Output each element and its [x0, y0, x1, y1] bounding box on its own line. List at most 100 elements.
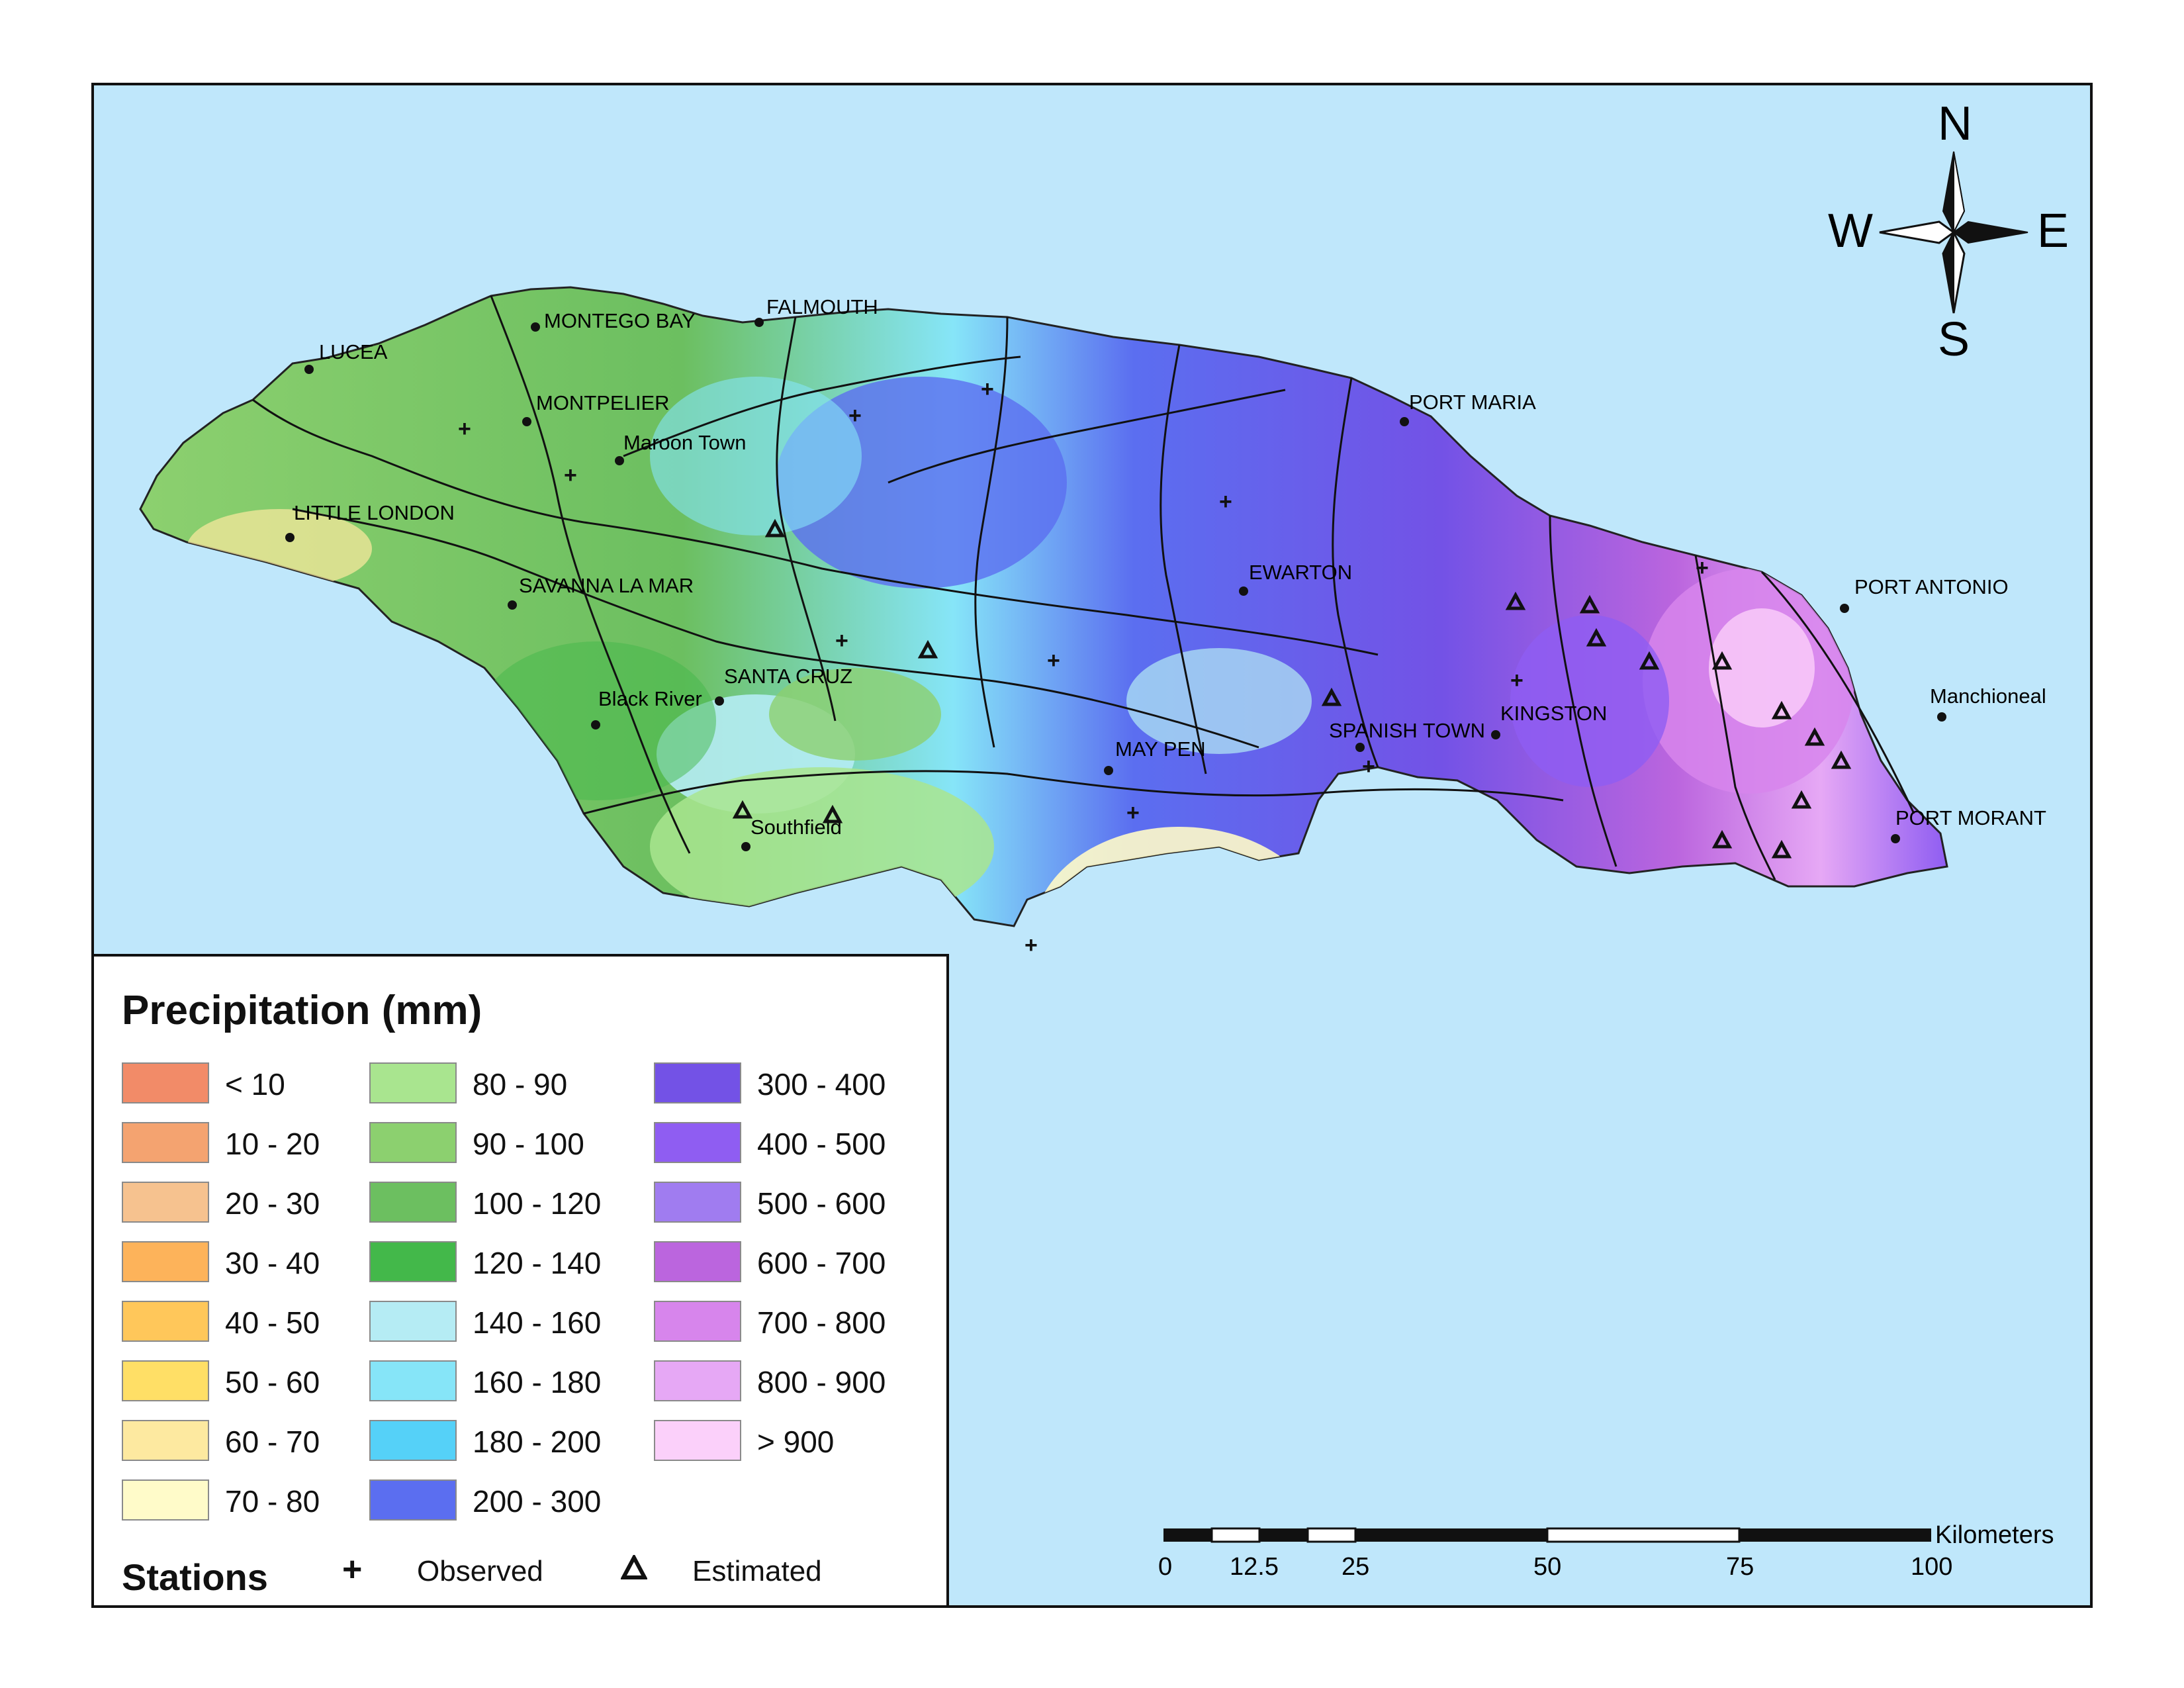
compass-rose: N S E W — [1828, 97, 2069, 366]
scale-tick-12-5: 12.5 — [1230, 1553, 1279, 1581]
legend-swatch — [369, 1420, 457, 1461]
compass-south: S — [1938, 313, 1970, 366]
legend-label: 90 - 100 — [473, 1127, 584, 1161]
legend-label: 200 - 300 — [473, 1484, 602, 1519]
place-labels: LUCEA MONTEGO BAY FALMOUTH MONTPELIER Ma… — [285, 295, 2046, 851]
estimated-label: Estimated — [692, 1555, 822, 1587]
svg-text:+: + — [1696, 555, 1709, 581]
label-black-river: Black River — [598, 687, 702, 710]
legend-label: 400 - 500 — [757, 1127, 886, 1161]
label-port-antonio: PORT ANTONIO — [1854, 575, 2009, 598]
label-maroon-town: Maroon Town — [623, 431, 747, 454]
label-port-maria: PORT MARIA — [1409, 391, 1536, 414]
legend-swatch — [122, 1062, 209, 1103]
scale-unit: Kilometers — [1935, 1521, 2054, 1549]
legend-label: 160 - 180 — [473, 1365, 602, 1399]
label-may-pen: MAY PEN — [1115, 737, 1206, 761]
legend-swatch — [122, 1122, 209, 1163]
legend: Precipitation (mm) < 10 10 - 20 20 - 30 … — [91, 954, 949, 1608]
legend-swatch — [369, 1062, 457, 1103]
legend-swatch — [122, 1182, 209, 1223]
legend-label: 80 - 90 — [473, 1067, 568, 1102]
legend-label: 30 - 40 — [225, 1246, 320, 1280]
legend-title: Precipitation (mm) — [122, 988, 482, 1033]
scale-tick-0: 0 — [1158, 1553, 1172, 1581]
legend-swatch — [122, 1420, 209, 1461]
legend-label: 600 - 700 — [757, 1246, 886, 1280]
observed-stations: + + + + + + + + + + + + — [458, 377, 1709, 958]
legend-swatch — [654, 1360, 741, 1401]
map-frame: LUCEA MONTEGO BAY FALMOUTH MONTPELIER Ma… — [91, 83, 2093, 1608]
svg-text:+: + — [981, 377, 994, 402]
compass-north: N — [1938, 97, 1972, 150]
scale-tick-100: 100 — [1911, 1553, 1952, 1581]
stations-title: Stations — [122, 1556, 268, 1598]
label-ewarton: EWARTON — [1249, 561, 1352, 584]
observed-station-icon: + — [342, 1550, 363, 1589]
legend-swatch — [369, 1301, 457, 1342]
jamaica-island — [139, 286, 1948, 927]
svg-text:+: + — [1219, 489, 1232, 514]
legend-swatch — [369, 1360, 457, 1401]
observed-label: Observed — [417, 1555, 543, 1587]
estimated-stations — [732, 518, 1852, 859]
legend-label: 100 - 120 — [473, 1186, 602, 1221]
svg-text:+: + — [564, 463, 577, 488]
legend-swatch — [654, 1182, 741, 1223]
svg-text:+: + — [848, 403, 862, 428]
legend-label: 40 - 50 — [225, 1305, 320, 1340]
road-network — [252, 295, 1915, 880]
legend-swatch — [122, 1479, 209, 1521]
label-kingston: KINGSTON — [1500, 702, 1607, 725]
compass-west: W — [1828, 205, 1873, 258]
map-canvas: LUCEA MONTEGO BAY FALMOUTH MONTPELIER Ma… — [139, 97, 2069, 1581]
legend-label: > 900 — [757, 1425, 835, 1459]
legend-swatch — [654, 1122, 741, 1163]
label-spanish-town: SPANISH TOWN — [1329, 719, 1485, 742]
legend-label: 120 - 140 — [473, 1246, 602, 1280]
legend-swatch — [122, 1301, 209, 1342]
scale-tick-75: 75 — [1726, 1553, 1754, 1581]
legend-label: 50 - 60 — [225, 1365, 320, 1399]
scale-tick-50: 50 — [1533, 1553, 1561, 1581]
svg-text:+: + — [1126, 800, 1140, 825]
scale-tick-25: 25 — [1342, 1553, 1369, 1581]
scale-bar: 0 12.5 25 50 75 100 Kilometers — [1158, 1521, 2054, 1581]
legend-swatch — [654, 1420, 741, 1461]
legend-label: 500 - 600 — [757, 1186, 886, 1221]
legend-label: 70 - 80 — [225, 1484, 320, 1519]
legend-label: 60 - 70 — [225, 1425, 320, 1459]
legend-swatch — [369, 1122, 457, 1163]
legend-label: 180 - 200 — [473, 1425, 602, 1459]
legend-label: 700 - 800 — [757, 1305, 886, 1340]
label-little-london: LITTLE LONDON — [294, 501, 455, 524]
label-port-morant: PORT MORANT — [1895, 806, 2046, 829]
legend-swatch — [654, 1062, 741, 1103]
legend-swatch — [654, 1301, 741, 1342]
label-manchioneal: Manchioneal — [1930, 684, 2046, 708]
label-montego-bay: MONTEGO BAY — [544, 309, 696, 332]
svg-text:+: + — [1024, 933, 1038, 958]
legend-label: < 10 — [225, 1067, 285, 1102]
legend-label: 20 - 30 — [225, 1186, 320, 1221]
estimated-station-icon — [621, 1555, 647, 1579]
label-savanna-la-mar: SAVANNA LA MAR — [519, 574, 694, 597]
legend-label: 10 - 20 — [225, 1127, 320, 1161]
label-falmouth: FALMOUTH — [766, 295, 878, 318]
svg-text:+: + — [835, 628, 848, 653]
legend-label: 140 - 160 — [473, 1305, 602, 1340]
svg-text:+: + — [458, 416, 471, 442]
svg-text:+: + — [1047, 648, 1060, 673]
label-lucea: LUCEA — [319, 340, 388, 363]
legend-swatch — [369, 1182, 457, 1223]
compass-east: E — [2037, 205, 2069, 258]
legend-swatch — [369, 1241, 457, 1282]
legend-swatch — [369, 1479, 457, 1521]
legend-swatch — [122, 1360, 209, 1401]
label-montpelier: MONTPELIER — [536, 391, 670, 414]
legend-label: 800 - 900 — [757, 1365, 886, 1399]
svg-text:+: + — [1510, 668, 1524, 693]
label-santa-cruz: SANTA CRUZ — [724, 665, 852, 688]
svg-text:+: + — [1362, 754, 1375, 779]
legend-swatch — [654, 1241, 741, 1282]
